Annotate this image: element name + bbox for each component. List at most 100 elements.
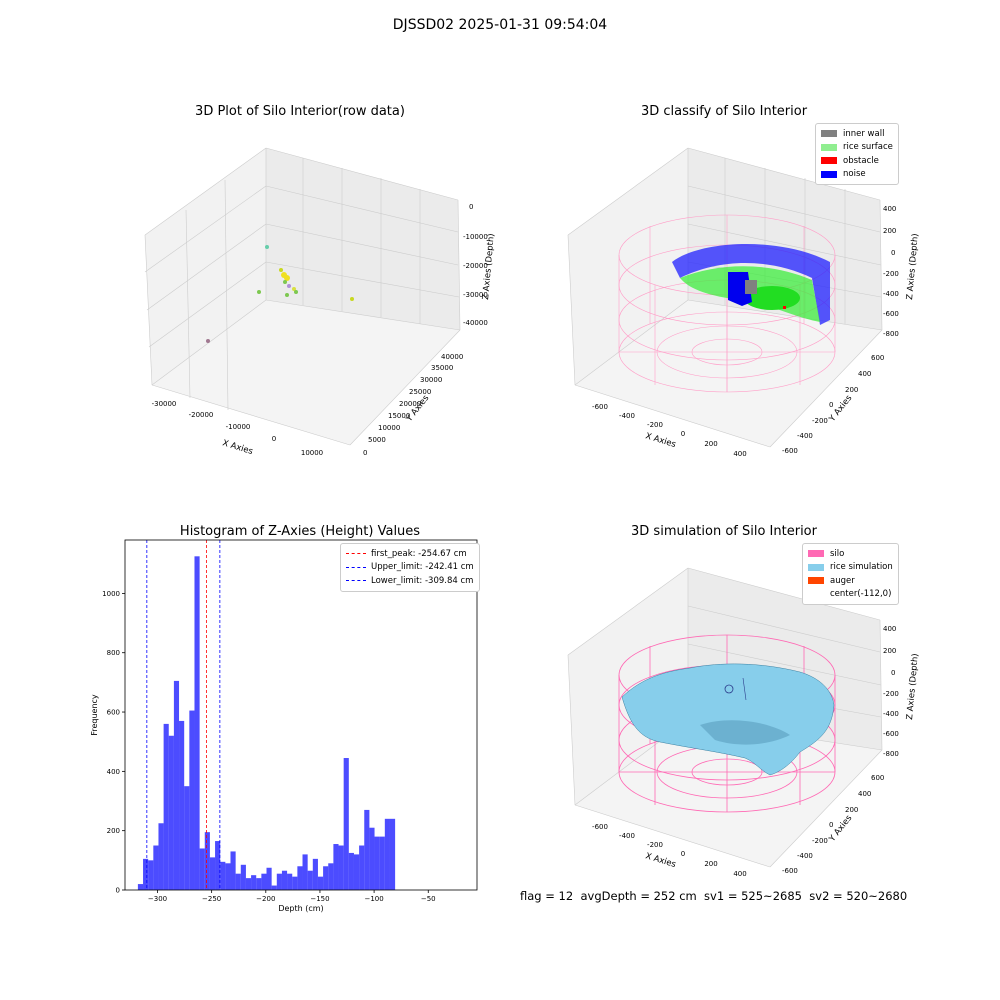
histogram-bar [179, 720, 185, 890]
y-tick-label: 1000 [102, 590, 120, 598]
histogram-bar [359, 845, 365, 890]
z-tick-label: -200 [883, 690, 899, 698]
histogram-bar [338, 845, 344, 890]
panel2-legend: inner wall rice surface obstacle noise [815, 123, 899, 185]
histogram-bar [302, 854, 308, 890]
x-tick-label: −150 [310, 895, 329, 903]
panel4-title: 3D simulation of Silo Interior [631, 524, 817, 539]
swatch-rice-surface [821, 143, 837, 151]
legend-item: noise [821, 168, 893, 182]
histogram-x-ticks: −300 −250 −200 −150 −100 −50 [148, 890, 436, 903]
z-tick-label: 400 [883, 625, 896, 633]
obstacle-point [783, 306, 786, 309]
z-tick-label: -800 [883, 330, 899, 338]
panel4-x-label: X Axies [644, 851, 677, 870]
histogram-ref-lines [146, 540, 221, 890]
raw-point [206, 339, 210, 343]
histogram-bars [137, 556, 396, 890]
y-tick-label: 600 [871, 774, 884, 782]
histogram-legend: first_peak: -254.67 cm Upper_limit: -242… [340, 543, 480, 592]
histogram-bar [137, 884, 144, 890]
panel4-xtick-labels: -600 -400 -200 0 200 400 [592, 823, 747, 878]
histogram-bar [364, 809, 370, 890]
panel1-points [206, 245, 354, 343]
y-tick-label: 400 [858, 790, 871, 798]
histogram-bar [158, 823, 164, 890]
z-tick-label: -10000 [463, 233, 488, 241]
y-tick-label: 10000 [378, 424, 400, 432]
x-tick-label: −200 [256, 895, 275, 903]
legend-item: first_peak: -254.67 cm [346, 547, 474, 561]
panel2-ztick-labels: 400 200 0 -200 -400 -600 -800 [883, 205, 899, 338]
histogram-bar [194, 556, 200, 890]
raw-point [279, 268, 283, 272]
swatch-silo [808, 550, 824, 558]
z-tick-label: -400 [883, 710, 899, 718]
auger-marker [724, 684, 734, 694]
x-tick-label: -10000 [226, 423, 251, 431]
histogram-bar [276, 873, 282, 890]
y-tick-label: 0 [363, 449, 367, 457]
histogram-bar [281, 870, 288, 890]
histogram-bar [343, 758, 349, 890]
z-tick-label: -400 [883, 290, 899, 298]
histogram-frame [124, 539, 478, 891]
x-tick-label: -20000 [189, 411, 214, 419]
legend-item: center(-112,0) [808, 588, 893, 602]
swatch-center [808, 591, 824, 598]
histogram-bar [168, 735, 174, 890]
panel2-title: 3D classify of Silo Interior [640, 104, 808, 119]
histogram-bar [230, 851, 236, 890]
swatch-inner-wall [821, 130, 837, 138]
y-tick-label: 200 [845, 806, 858, 814]
x-tick-label: 0 [272, 435, 276, 443]
panel4-ytick-labels: -600 -400 -200 0 200 400 600 [782, 774, 884, 875]
histogram-bar [240, 864, 246, 890]
y-tick-label: 0 [829, 821, 833, 829]
histogram-bar [307, 870, 313, 890]
histogram-bar [153, 845, 159, 890]
y-tick-label: 600 [107, 709, 120, 717]
y-tick-label: -200 [812, 417, 828, 425]
legend-item: inner wall [821, 127, 893, 141]
swatch-rice-simulation [808, 563, 824, 571]
histogram-bar [163, 723, 169, 890]
figure-title: DJSSD02 2025-01-31 09:54:04 [392, 17, 608, 33]
raw-point [292, 287, 296, 291]
swatch-auger [808, 577, 824, 585]
x-tick-label: 400 [733, 870, 746, 878]
x-tick-label: -600 [592, 403, 608, 411]
panel2-xtick-labels: -600 -400 -200 0 200 400 [592, 403, 747, 458]
swatch-noise [821, 170, 837, 178]
panel4-ztick-labels: 400 200 0 -200 -400 -600 -800 [883, 625, 899, 758]
legend-item: obstacle [821, 154, 893, 168]
histogram-bar [384, 818, 390, 890]
x-tick-label: −50 [421, 895, 436, 903]
center-marker [742, 677, 747, 701]
x-tick-label: -600 [592, 823, 608, 831]
z-tick-label: 0 [891, 249, 895, 257]
x-tick-label: 0 [681, 850, 685, 858]
histogram-bar [220, 861, 226, 890]
legend-item: Lower_limit: -309.84 cm [346, 574, 474, 588]
histogram-y-label: Frequency [90, 694, 99, 736]
z-tick-label: -600 [883, 730, 899, 738]
histogram-bar [184, 786, 190, 890]
y-tick-label: 200 [107, 827, 120, 835]
z-tick-label: -40000 [463, 319, 488, 327]
histogram-x-label: Depth (cm) [278, 904, 323, 913]
histogram-bar [297, 866, 303, 890]
histogram-bar [333, 844, 339, 890]
histogram-y-ticks: 0 200 400 600 800 1000 [102, 590, 125, 895]
histogram-bar [328, 863, 334, 890]
y-tick-label: 0 [829, 401, 833, 409]
histogram-bar [173, 680, 180, 890]
legend-item: rice surface [821, 141, 893, 155]
raw-point [287, 284, 291, 288]
z-tick-label: 0 [469, 203, 473, 211]
z-tick-label: -200 [883, 270, 899, 278]
y-tick-label: 0 [116, 887, 120, 895]
x-tick-label: -30000 [152, 400, 177, 408]
